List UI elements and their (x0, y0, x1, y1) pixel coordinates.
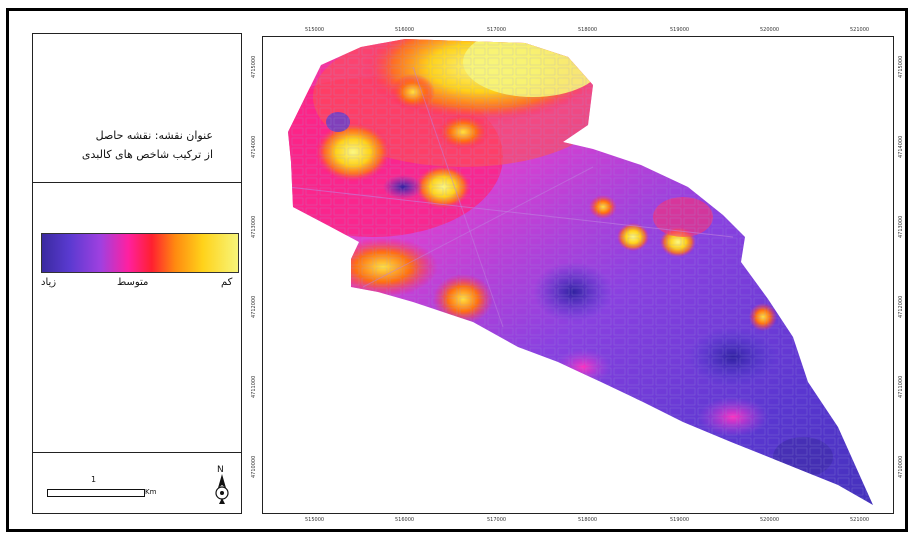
y-tick-right: 4712000 (898, 295, 904, 318)
legend-label-mid: متوسط (117, 277, 149, 288)
x-tick-top: 518000 (578, 27, 598, 33)
x-tick-bottom: 519000 (670, 517, 690, 523)
y-tick-left: 4715000 (251, 55, 257, 78)
y-tick-left: 4712000 (251, 295, 257, 318)
y-tick-right: 4715000 (898, 55, 904, 78)
scale-north-box: 1 Km N (33, 452, 241, 513)
city-heat-surface (288, 39, 873, 505)
y-tick-right: 4713000 (898, 215, 904, 238)
map-title-line-1: عنوان نقشه: نقشه حاصل (95, 129, 213, 142)
map-layout-frame (6, 8, 908, 532)
title-box: عنوان نقشه: نقشه حاصل از ترکیب شاخص های … (33, 34, 241, 183)
north-arrow-icon: N (215, 465, 229, 504)
heat-map (288, 39, 873, 505)
scale-number: 1 (91, 475, 97, 484)
legend-panel: عنوان نقشه: نقشه حاصل از ترکیب شاخص های … (32, 33, 242, 514)
x-tick-top: 516000 (395, 27, 415, 33)
map-title-line-2: از ترکیب شاخص های کالبدی (81, 148, 213, 161)
map-frame (262, 36, 894, 514)
y-tick-left: 4711000 (251, 375, 257, 398)
legend-label-low: کم (221, 277, 233, 288)
legend-label-high: زیاد (41, 277, 57, 288)
legend-box: زیاد متوسط کم (33, 182, 241, 453)
y-tick-left: 4713000 (251, 215, 257, 238)
x-tick-top: 517000 (487, 27, 507, 33)
y-tick-left: 4710000 (251, 455, 257, 478)
y-tick-right: 4711000 (898, 375, 904, 398)
x-tick-top: 519000 (670, 27, 690, 33)
x-tick-bottom: 520000 (760, 517, 780, 523)
x-tick-top: 515000 (305, 27, 325, 33)
scale-bar (47, 489, 145, 497)
x-tick-top: 521000 (850, 27, 870, 33)
north-label: N (217, 465, 224, 475)
map-title: عنوان نقشه: نقشه حاصل از ترکیب شاخص های … (43, 126, 213, 164)
scale-unit: Km (145, 488, 157, 496)
x-tick-bottom: 517000 (487, 517, 507, 523)
x-tick-bottom: 521000 (850, 517, 870, 523)
x-tick-bottom: 516000 (395, 517, 415, 523)
x-tick-top: 520000 (760, 27, 780, 33)
y-tick-right: 4710000 (898, 455, 904, 478)
x-tick-bottom: 515000 (305, 517, 325, 523)
y-tick-left: 4714000 (251, 135, 257, 158)
color-ramp (41, 233, 239, 273)
y-tick-right: 4714000 (898, 135, 904, 158)
x-tick-bottom: 518000 (578, 517, 598, 523)
